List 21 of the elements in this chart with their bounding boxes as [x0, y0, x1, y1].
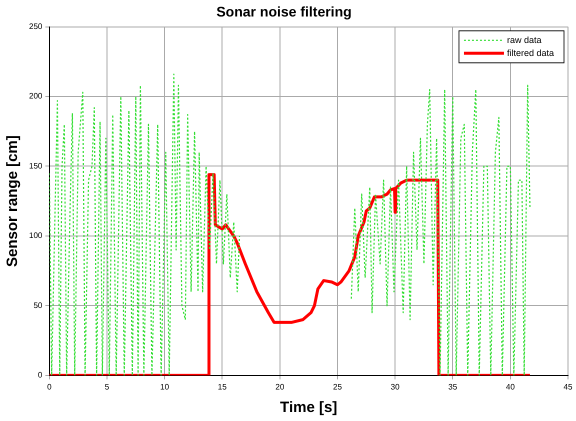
chart-title: Sonar noise filtering [216, 3, 352, 20]
x-tick-label: 40 [506, 382, 516, 392]
x-tick-label: 30 [390, 382, 400, 392]
x-tick-label: 0 [47, 382, 52, 392]
y-tick-label: 50 [33, 300, 43, 310]
legend-label: raw data [506, 34, 542, 45]
x-tick-label: 35 [448, 382, 458, 392]
y-tick-label: 100 [28, 231, 43, 240]
y-tick-label: 150 [28, 161, 43, 170]
legend-label: filtered data [506, 48, 554, 58]
x-tick-label: 25 [333, 382, 342, 392]
x-tick-label: 20 [275, 382, 285, 392]
x-tick-label: 10 [160, 382, 170, 392]
y-tick-label: 250 [28, 22, 43, 32]
x-axis-title: Time [s] [280, 399, 338, 416]
x-tick-label: 5 [104, 382, 110, 392]
x-tick-label: 15 [218, 382, 228, 392]
x-tick-label: 45 [564, 382, 573, 392]
y-tick-label: 200 [28, 92, 43, 101]
y-tick-label: 0 [38, 370, 43, 380]
y-axis-title: Sensor range [cm] [4, 135, 22, 267]
